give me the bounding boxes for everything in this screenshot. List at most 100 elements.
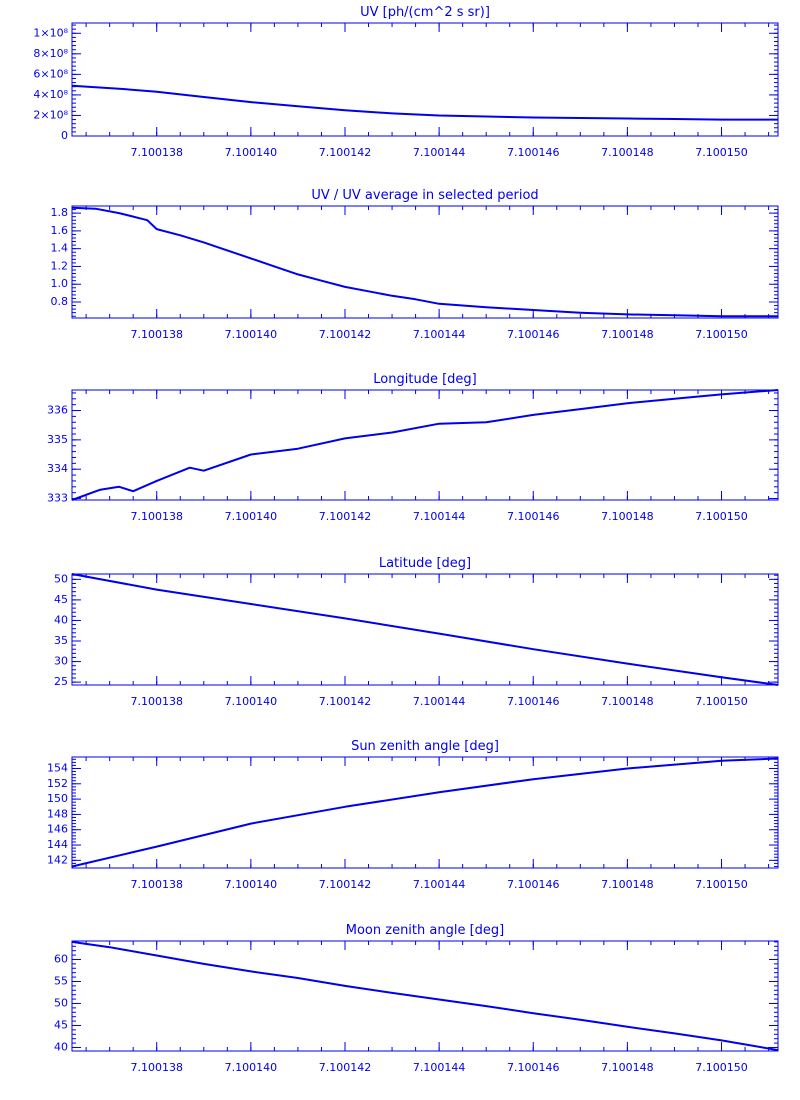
x-tick-label: 7.100144 [413, 328, 466, 341]
series-line [71, 573, 779, 686]
x-tick-label: 7.100142 [319, 695, 372, 708]
chart-panel-3: Longitude [deg] 7.100138 7.100140 7.100142 7… [47, 372, 779, 523]
chart-title: UV / UV average in selected period [311, 188, 538, 203]
y-tick-label: 1.0 [51, 277, 69, 290]
chart-panel-2: UV / UV average in selected period 7.1001… [51, 188, 779, 341]
x-tick-label: 7.100144 [413, 146, 466, 159]
y-tick-label: 45 [54, 593, 68, 606]
x-tick-label: 7.100146 [507, 146, 560, 159]
x-tick-label: 7.100138 [130, 146, 183, 159]
y-tick-label: 154 [47, 761, 68, 774]
chart-title: Sun zenith angle [deg] [351, 739, 499, 754]
x-tick-label: 7.100150 [695, 695, 748, 708]
x-tick-label: 7.100140 [225, 510, 278, 523]
x-tick-label: 7.100148 [601, 1061, 654, 1074]
x-tick-label: 7.100140 [225, 328, 278, 341]
chart-panel-6: Moon zenith angle [deg] 7.100138 7.100140 7… [54, 923, 779, 1074]
y-tick-label: 1.2 [51, 259, 69, 272]
x-tick-label: 7.100142 [319, 510, 372, 523]
x-tick-label: 7.100150 [695, 878, 748, 891]
x-tick-label: 7.100148 [601, 510, 654, 523]
y-tick-label: 144 [47, 838, 68, 851]
y-tick-label: 150 [47, 792, 68, 805]
y-tick-label: 30 [54, 655, 68, 668]
y-tick-label: 1.8 [51, 206, 69, 219]
y-tick-label: 35 [54, 634, 68, 647]
y-tick-label: 0.8 [51, 295, 69, 308]
x-tick-label: 7.100148 [601, 695, 654, 708]
y-tick-label: 1.4 [51, 242, 69, 255]
y-tick-label: 0 [61, 129, 68, 142]
x-tick-label: 7.100142 [319, 878, 372, 891]
plot-frame [71, 22, 779, 137]
y-tick-label: 142 [47, 853, 68, 866]
y-tick-label: 1.6 [51, 224, 69, 237]
y-tick-label: 40 [54, 1040, 68, 1053]
x-tick-label: 7.100142 [319, 1061, 372, 1074]
x-tick-label: 7.100140 [225, 695, 278, 708]
chart-panel-4: Latitude [deg] 7.100138 7.100140 7.100142 7.… [54, 556, 779, 708]
chart-title: UV [ph/(cm^2 s sr)] [360, 5, 490, 20]
y-tick-label: 148 [47, 807, 68, 820]
y-tick-label: 50 [54, 996, 68, 1009]
x-tick-label: 7.100146 [507, 878, 560, 891]
y-tick-label: 25 [54, 675, 68, 688]
y-tick-label: 335 [47, 433, 68, 446]
y-tick-label: 8×10⁸ [33, 47, 68, 60]
x-tick-label: 7.100138 [130, 878, 183, 891]
x-tick-label: 7.100150 [695, 146, 748, 159]
series-line [71, 757, 779, 868]
x-tick-label: 7.100140 [225, 1061, 278, 1074]
x-tick-label: 7.100138 [130, 695, 183, 708]
x-tick-label: 7.100138 [130, 328, 183, 341]
series-line [71, 84, 778, 121]
x-tick-label: 7.100146 [507, 510, 560, 523]
y-tick-label: 4×10⁸ [33, 88, 68, 101]
y-tick-label: 334 [47, 462, 68, 475]
y-tick-label: 1×10⁸ [33, 26, 68, 39]
x-tick-label: 7.100144 [413, 878, 466, 891]
chart-title: Latitude [deg] [379, 556, 471, 571]
series-line [71, 940, 779, 1052]
y-tick-label: 40 [54, 613, 68, 626]
x-tick-label: 7.100150 [695, 510, 748, 523]
chart-panel-1: UV [ph/(cm^2 s sr)] 7.100138 7.100140 7.100… [33, 5, 779, 159]
x-tick-label: 7.100140 [225, 146, 278, 159]
y-tick-label: 336 [47, 404, 68, 417]
plot-frame [71, 756, 779, 869]
plot-frame [71, 389, 779, 501]
y-tick-label: 60 [54, 952, 68, 965]
y-tick-label: 2×10⁸ [33, 108, 68, 121]
x-tick-label: 7.100140 [225, 878, 278, 891]
series-line [71, 206, 778, 318]
x-tick-label: 7.100146 [507, 1061, 560, 1074]
plot-frame [71, 205, 779, 319]
x-tick-label: 7.100146 [507, 328, 560, 341]
y-tick-label: 152 [47, 777, 68, 790]
x-tick-label: 7.100148 [601, 328, 654, 341]
y-tick-label: 333 [47, 492, 68, 505]
chart-panel-5: Sun zenith angle [deg] 7.100138 7.100140 7.… [47, 739, 779, 891]
y-tick-label: 6×10⁸ [33, 67, 68, 80]
chart-title: Moon zenith angle [deg] [346, 923, 504, 938]
x-tick-label: 7.100142 [319, 146, 372, 159]
y-tick-label: 146 [47, 823, 68, 836]
y-tick-label: 55 [54, 974, 68, 987]
y-tick-label: 45 [54, 1018, 68, 1031]
x-tick-label: 7.100150 [695, 328, 748, 341]
y-tick-label: 50 [54, 572, 68, 585]
x-tick-label: 7.100138 [130, 510, 183, 523]
x-tick-label: 7.100148 [601, 878, 654, 891]
plot-frame [71, 573, 779, 686]
x-tick-label: 7.100144 [413, 695, 466, 708]
x-tick-label: 7.100146 [507, 695, 560, 708]
plot-frame [71, 940, 779, 1052]
x-tick-label: 7.100144 [413, 1061, 466, 1074]
x-tick-label: 7.100142 [319, 328, 372, 341]
x-tick-label: 7.100138 [130, 1061, 183, 1074]
series-line [71, 389, 779, 501]
x-tick-label: 7.100150 [695, 1061, 748, 1074]
x-tick-label: 7.100148 [601, 146, 654, 159]
x-tick-label: 7.100144 [413, 510, 466, 523]
